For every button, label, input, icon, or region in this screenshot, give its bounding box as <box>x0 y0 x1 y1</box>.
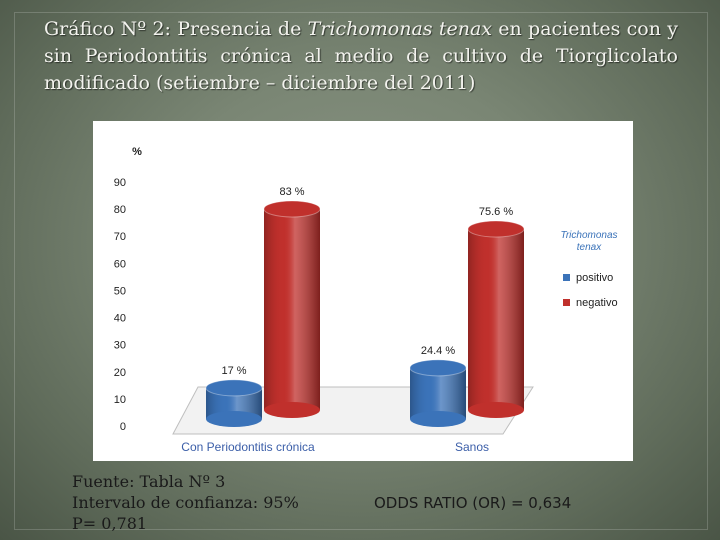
title-italic-species: Trichomonas tenax <box>307 18 492 40</box>
data-label: 75.6 % <box>479 206 513 218</box>
y-tick-label: 70 <box>114 231 126 243</box>
bar-shade-negativo <box>264 208 320 410</box>
y-tick-label: 90 <box>114 177 126 189</box>
bar-base-negativo <box>468 402 524 418</box>
slide-title: Gráfico Nº 2: Presencia de Trichomonas t… <box>44 16 678 97</box>
title-text-1: Gráfico Nº 2: Presencia de <box>44 18 308 40</box>
legend-swatch-positivo <box>563 274 570 281</box>
slide-frame <box>14 12 708 530</box>
y-tick-label: 80 <box>114 204 126 216</box>
footer-source: Fuente: Tabla Nº 3 <box>72 472 226 491</box>
chart-panel: % 0 10 20 30 40 50 60 70 80 90 17 % 24.4 % 83 % 75.6 %… <box>93 121 633 461</box>
legend-label: positivo <box>576 272 613 284</box>
y-axis-title: % <box>132 146 142 158</box>
y-tick-label: 50 <box>114 285 126 297</box>
legend-swatch-negativo <box>563 299 570 306</box>
bar-chart: % 0 10 20 30 40 50 60 70 80 90 17 % 24.4 % 83 % 75.6 %… <box>114 146 618 454</box>
data-label: 24.4 % <box>421 345 455 357</box>
bar-base-negativo <box>264 402 320 418</box>
y-tick-label: 0 <box>120 421 126 433</box>
y-tick-label: 40 <box>114 313 126 325</box>
legend-title: Trichomonas tenax <box>560 230 617 253</box>
bar-shade-negativo <box>468 229 524 410</box>
footer-p-value: P= 0,781 <box>72 514 148 533</box>
bar-base-positivo <box>206 411 262 427</box>
bar-top-positivo <box>409 359 467 377</box>
y-tick-label: 10 <box>114 394 126 406</box>
bar-top-positivo <box>205 379 263 397</box>
bar-shade-positivo <box>410 367 466 419</box>
y-tick-label: 60 <box>114 258 126 270</box>
y-tick-label: 20 <box>114 367 126 379</box>
x-category-label: Con Periodontitis crónica <box>181 440 315 454</box>
x-category-label: Sanos <box>455 440 489 454</box>
y-tick-label: 30 <box>114 340 126 352</box>
bar-top-negativo <box>263 200 321 218</box>
footer-notes: Fuente: Tabla Nº 3 Intervalo de confianz… <box>72 471 299 534</box>
bar-base-positivo <box>410 411 466 427</box>
footer-confidence: Intervalo de confianza: 95% <box>72 493 299 512</box>
legend-label: negativo <box>576 297 618 309</box>
data-label: 17 % <box>221 365 246 377</box>
title-text-2: en pacientes con y sin Periodontitis cró… <box>44 18 678 94</box>
bar-top-negativo <box>467 220 525 238</box>
data-label: 83 % <box>279 186 304 198</box>
footer-odds-ratio: ODDS RATIO (OR) = 0,634 <box>374 494 572 512</box>
